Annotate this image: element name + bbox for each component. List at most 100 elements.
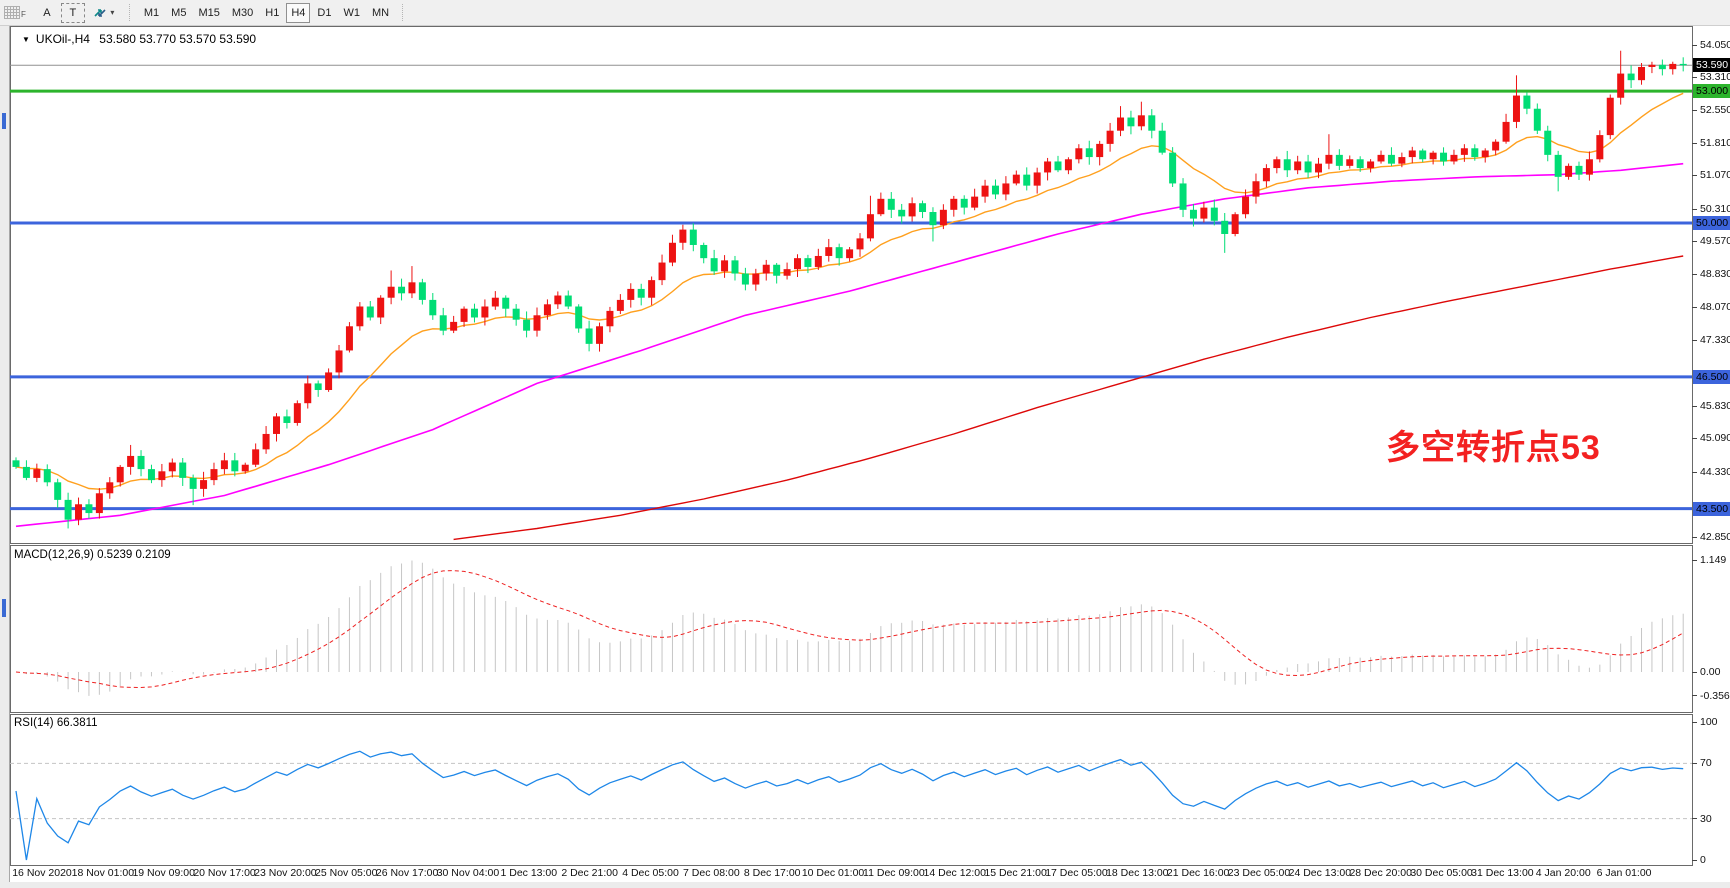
price-axis-label: 50.310	[1700, 202, 1730, 215]
chart-annotation-text: 多空转折点53	[1386, 429, 1601, 467]
timeframe-bar: M1 M5 M15 M30 H1 H4 D1 W1 MN	[138, 2, 395, 23]
label-tool-button[interactable]: A	[35, 3, 59, 23]
rsi-axis-label: 70	[1700, 757, 1712, 770]
timeframe-button-h1[interactable]: H1	[260, 3, 284, 23]
axis-tick	[1692, 208, 1697, 210]
dock-marker	[2, 599, 6, 617]
time-axis-label: 4 Jan 20:00	[1535, 867, 1591, 879]
level-badge-53.000: 53.000	[1693, 84, 1730, 99]
timeframe-button-d1[interactable]: D1	[312, 3, 336, 23]
chart-title: ▼ UKOil-,H4 53.580 53.770 53.570 53.590	[22, 32, 256, 46]
time-axis-label: 2 Dec 21:00	[561, 867, 618, 879]
toolbar-drag-handle-icon[interactable]: F	[4, 6, 26, 19]
dropdown-caret-icon: ▾	[110, 8, 115, 17]
timeframe-button-m15[interactable]: M15	[193, 3, 224, 23]
macd-indicator-label: MACD(12,26,9) 0.5239 0.2109	[14, 549, 171, 561]
main-panel-frame	[10, 26, 1693, 544]
axis-tick	[1692, 405, 1697, 407]
axis-tick	[1692, 671, 1697, 673]
macd-axis-label: -0.3563	[1700, 689, 1730, 702]
axis-tick	[1692, 77, 1697, 79]
axis-tick	[1692, 44, 1697, 46]
price-axis-label: 42.850	[1700, 530, 1730, 543]
time-axis-label: 26 Nov 17:00	[375, 867, 439, 879]
axis-tick	[1692, 339, 1697, 341]
cursor-tool-label: F	[21, 10, 26, 19]
price-axis-label: 48.830	[1700, 267, 1730, 280]
time-axis-label: 14 Dec 12:00	[923, 867, 986, 879]
axis-tick	[1692, 818, 1697, 820]
ma-slow-line	[453, 255, 1684, 541]
dock-marker	[2, 113, 6, 129]
macd-histogram	[25, 560, 1684, 696]
window-bottom-band	[0, 882, 1730, 888]
time-axis-label: 4 Dec 05:00	[622, 867, 679, 879]
timeframe-button-m1[interactable]: M1	[139, 3, 164, 23]
time-axis-label: 18 Nov 01:00	[71, 867, 135, 879]
candles-series	[12, 50, 1687, 529]
axis-tick	[1692, 695, 1697, 697]
time-axis-label: 17 Dec 05:00	[1045, 867, 1108, 879]
cycle-arrows-icon	[94, 8, 106, 17]
rsi-axis-label: 0	[1700, 854, 1706, 866]
symbol-dropdown-caret-icon[interactable]: ▼	[22, 35, 30, 44]
axis-tick	[1692, 110, 1697, 112]
current-price-badge: 53.590	[1693, 58, 1730, 73]
time-axis-label: 31 Dec 13:00	[1471, 867, 1534, 879]
timeframe-button-m5[interactable]: M5	[166, 3, 191, 23]
time-axis-label: 1 Dec 13:00	[500, 867, 558, 879]
cycle-arrows-button[interactable]: ▾	[87, 2, 121, 24]
time-axis-label: 21 Dec 16:00	[1166, 867, 1230, 879]
axis-tick	[1692, 471, 1697, 473]
price-axis-label: 47.330	[1700, 333, 1730, 346]
time-axis-label: 15 Dec 21:00	[984, 867, 1047, 879]
price-axis-label: 45.090	[1700, 432, 1730, 445]
toolbar-separator	[402, 4, 404, 21]
time-axis-label: 6 Jan 01:00	[1596, 867, 1652, 879]
timeframe-button-m30[interactable]: M30	[227, 3, 258, 23]
time-axis-label: 10 Dec 01:00	[801, 867, 865, 879]
time-axis-label: 20 Nov 17:00	[193, 867, 256, 879]
axis-tick	[1692, 175, 1697, 177]
time-axis-label: 23 Dec 05:00	[1227, 867, 1291, 879]
axis-tick	[1692, 241, 1697, 243]
time-axis-label: 11 Dec 09:00	[863, 867, 925, 879]
timeframe-button-h4[interactable]: H4	[286, 2, 311, 23]
level-badge-43.500: 43.500	[1693, 501, 1730, 516]
price-axis-label: 45.830	[1700, 399, 1730, 412]
price-axis-label: 48.070	[1700, 301, 1730, 314]
axis-tick	[1692, 559, 1697, 561]
time-axis-label: 7 Dec 08:00	[683, 867, 740, 879]
time-axis-label: 8 Dec 17:00	[743, 867, 801, 879]
left-dock-strip	[0, 25, 10, 888]
axis-tick	[1692, 307, 1697, 309]
timeframe-button-mn[interactable]: MN	[367, 3, 394, 23]
time-axis-label: 24 Dec 13:00	[1288, 867, 1352, 879]
rsi-axis-label: 100	[1700, 716, 1718, 728]
text-tool-button[interactable]: T	[60, 2, 85, 23]
toolbar-separator	[128, 4, 131, 21]
price-axis-label: 49.570	[1700, 235, 1730, 248]
axis-tick	[1692, 721, 1697, 723]
rsi-line	[15, 750, 1684, 861]
axis-tick	[1692, 273, 1697, 275]
time-axis-label: 19 Nov 09:00	[132, 867, 195, 879]
timeframe-button-w1[interactable]: W1	[338, 3, 365, 23]
axis-tick	[1692, 438, 1697, 440]
axis-tick	[1692, 536, 1697, 538]
macd-axis-label: 0.00	[1700, 666, 1721, 678]
price-axis-label: 51.070	[1700, 169, 1730, 182]
price-axis-label: 53.310	[1700, 71, 1730, 84]
price-axis-label: 44.330	[1700, 465, 1730, 478]
time-axis-label: 30 Nov 04:00	[436, 867, 500, 879]
price-axis-label: 54.050	[1700, 38, 1730, 51]
main-chart-layer	[10, 64, 1692, 541]
level-badge-46.500: 46.500	[1693, 369, 1730, 384]
symbol-timeframe-label: UKOil-,H4	[35, 32, 90, 46]
axis-tick	[1692, 859, 1697, 861]
level-badge-50.000: 50.000	[1693, 215, 1730, 230]
toolbar: F A T ▾ M1 M5 M15 M30 H1 H4 D1 W1 MN	[0, 0, 1730, 26]
macd-axis-label: 1.149	[1700, 554, 1727, 567]
